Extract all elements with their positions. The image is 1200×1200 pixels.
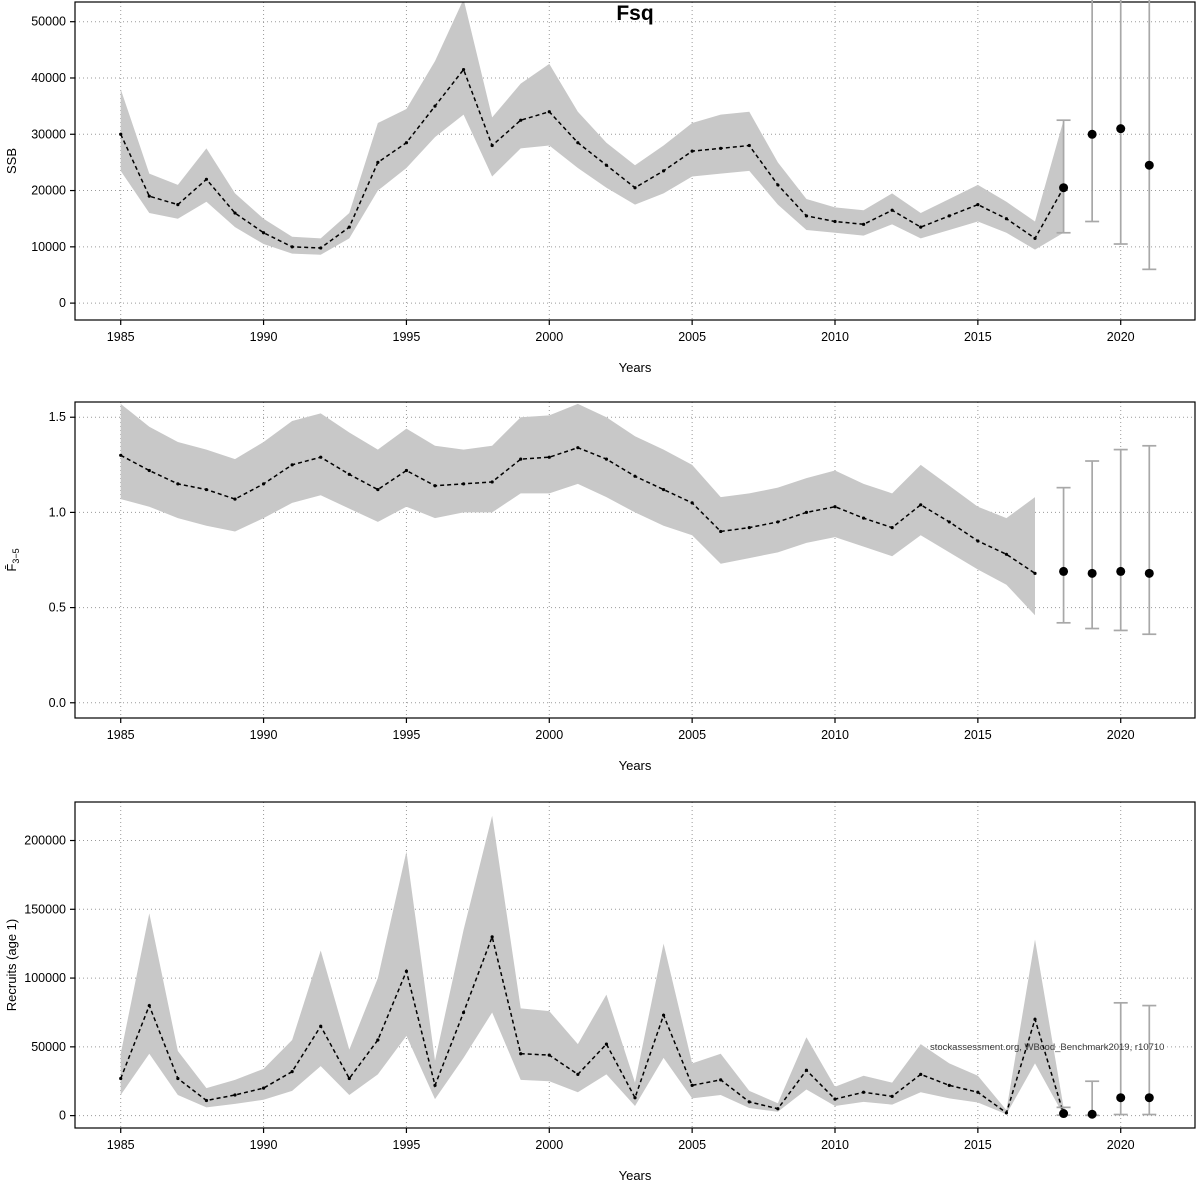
ssb-chart: 1985 1990 1995 2000 2005 2010 2015 2020 0 10000 20… [4,0,1196,375]
svg-text:Years: Years [619,758,652,773]
svg-text:F̄3−5: F̄3−5 [4,548,21,571]
svg-text:2020: 2020 [1107,728,1135,742]
svg-text:1995: 1995 [393,1138,421,1152]
svg-text:Years: Years [619,360,652,375]
svg-text:100000: 100000 [24,971,66,985]
svg-text:2020: 2020 [1107,1138,1135,1152]
svg-text:10000: 10000 [31,240,66,254]
svg-text:1990: 1990 [250,728,278,742]
svg-text:0.5: 0.5 [49,601,66,615]
svg-text:2020: 2020 [1107,330,1135,344]
svg-text:20000: 20000 [31,184,66,198]
fbar-chart: 1985 1990 1995 2000 2005 2010 2015 2020 0.0 0.5 1.… [4,401,1196,773]
svg-text:0.0: 0.0 [49,696,66,710]
svg-text:1985: 1985 [107,330,135,344]
panel-ssb: 1985 1990 1995 2000 2005 2010 2015 2020 0 10000 20… [0,0,1200,392]
svg-text:2005: 2005 [678,728,706,742]
svg-text:1.5: 1.5 [49,410,66,424]
svg-text:2005: 2005 [678,1138,706,1152]
watermark-text: stockassessment.org, WBcod_Benchmark2019… [930,1042,1165,1053]
recruitment-chart: 1985 1990 1995 2000 2005 2010 2015 2020 0 50000 10… [4,801,1196,1183]
svg-text:1995: 1995 [393,330,421,344]
svg-text:0: 0 [59,1109,66,1123]
svg-text:SSB: SSB [4,148,19,174]
svg-text:50000: 50000 [31,15,66,29]
svg-text:2010: 2010 [821,728,849,742]
svg-text:2015: 2015 [964,728,992,742]
panel-fbar: 1985 1990 1995 2000 2005 2010 2015 2020 0.0 0.5 1.… [0,392,1200,790]
panel-recruits: 1985 1990 1995 2000 2005 2010 2015 2020 0 50000 10… [0,790,1200,1200]
svg-text:2000: 2000 [535,330,563,344]
svg-text:50000: 50000 [31,1040,66,1054]
svg-text:2015: 2015 [964,1138,992,1152]
svg-text:1985: 1985 [107,1138,135,1152]
svg-text:0: 0 [59,296,66,310]
svg-text:2000: 2000 [535,1138,563,1152]
svg-text:2005: 2005 [678,330,706,344]
svg-text:30000: 30000 [31,127,66,141]
svg-text:2000: 2000 [535,728,563,742]
svg-text:150000: 150000 [24,902,66,916]
svg-text:1985: 1985 [107,728,135,742]
svg-text:1990: 1990 [250,1138,278,1152]
svg-text:2015: 2015 [964,330,992,344]
svg-text:200000: 200000 [24,834,66,848]
chart-title: Fsq [616,2,654,25]
svg-text:1.0: 1.0 [49,505,66,519]
svg-text:Years: Years [619,1168,652,1183]
svg-text:2010: 2010 [821,1138,849,1152]
svg-text:1995: 1995 [393,728,421,742]
svg-text:40000: 40000 [31,71,66,85]
svg-text:1990: 1990 [250,330,278,344]
svg-text:Recruits (age 1): Recruits (age 1) [4,919,19,1011]
svg-text:2010: 2010 [821,330,849,344]
